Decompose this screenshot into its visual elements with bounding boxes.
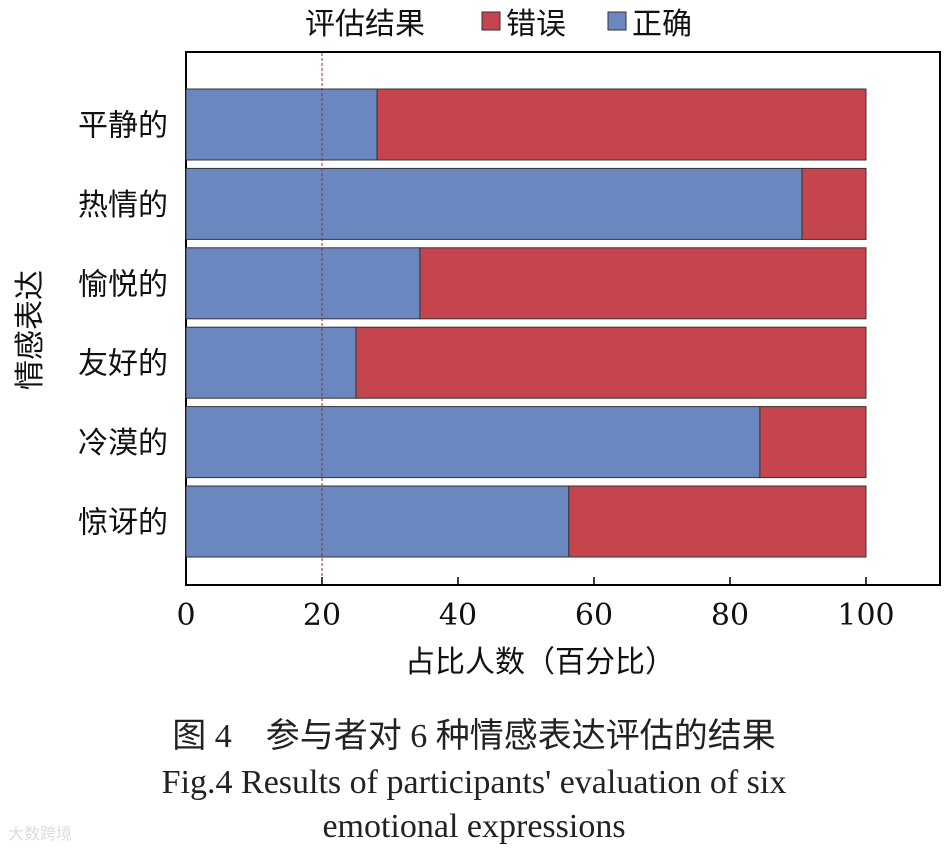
x-tick-label: 100 [837,598,894,633]
y-tick-label: 冷漠的 [78,426,168,461]
x-tick-label: 80 [711,598,749,633]
legend-label: 正确 [632,7,692,42]
bar-correct-3 [185,326,357,399]
bar-correct-1 [185,167,803,240]
bar-wrong-1 [801,167,867,240]
bar-correct-0 [185,88,378,161]
y-tick-label: 热情的 [78,188,168,223]
x-tick-label: 40 [439,598,477,633]
bar-wrong-5 [568,485,867,558]
bar-correct-5 [185,485,570,558]
bar-wrong-4 [759,406,867,479]
caption-cn: 图 4 参与者对 6 种情感表达评估的结果 [172,718,776,755]
y-tick-label: 惊讶的 [78,506,168,541]
watermark: 大数跨境 [8,824,73,843]
legend-title: 评估结果 [305,7,425,42]
y-axis-label: 情感表达 [13,270,48,390]
bar-wrong-3 [355,326,867,399]
x-tick-label: 20 [303,598,341,633]
y-tick-label: 愉悦的 [78,267,168,302]
caption-en-line2: emotional expressions [322,808,626,845]
y-tick-label: 友好的 [78,347,168,382]
legend-swatch-correct [607,11,627,31]
legend-swatch-wrong [481,11,501,31]
bar-correct-2 [185,247,421,320]
legend-label: 错误 [506,7,566,42]
caption-en-line1: Fig.4 Results of participants' evaluatio… [161,764,787,801]
x-axis-label: 占比人数（百分比） [405,645,675,680]
bar-wrong-0 [376,88,867,161]
x-tick-label: 0 [176,598,195,633]
bar-wrong-2 [419,247,867,320]
legend: 评估结果 错误 正确 [305,7,692,42]
y-tick-label: 平静的 [78,109,168,144]
bar-correct-4 [185,406,761,479]
x-tick-label: 60 [575,598,613,633]
